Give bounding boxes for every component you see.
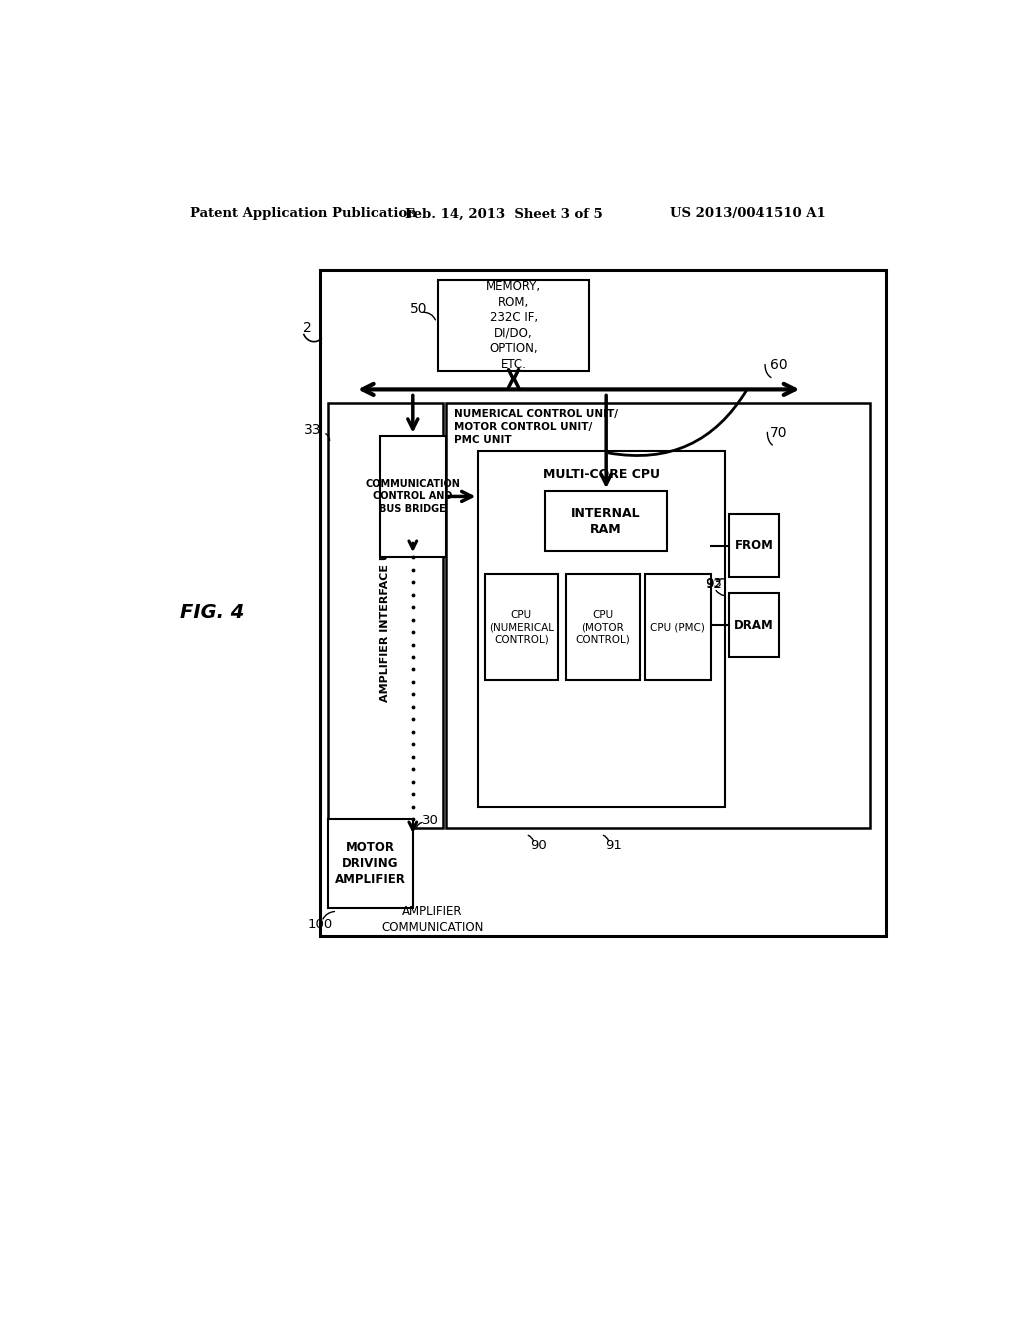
Text: COMMUNICATION
CONTROL AND
BUS BRIDGE: COMMUNICATION CONTROL AND BUS BRIDGE	[366, 479, 460, 513]
Text: 92: 92	[706, 578, 722, 591]
Text: 33: 33	[304, 424, 322, 437]
Text: AMPLIFIER
COMMUNICATION: AMPLIFIER COMMUNICATION	[381, 906, 483, 935]
Text: FROM: FROM	[734, 539, 773, 552]
Text: DRAM: DRAM	[734, 619, 774, 631]
Text: 50: 50	[410, 302, 427, 317]
Text: 30: 30	[422, 814, 438, 828]
Bar	[445, 404, 870, 829]
Text: 100: 100	[307, 917, 333, 931]
Bar	[328, 404, 442, 829]
Text: MOTOR
DRIVING
AMPLIFIER: MOTOR DRIVING AMPLIFIER	[335, 841, 406, 886]
Text: US 2013/0041510 A1: US 2013/0041510 A1	[671, 207, 826, 220]
Bar	[566, 574, 640, 681]
Text: NUMERICAL CONTROLLER: NUMERICAL CONTROLLER	[331, 517, 344, 688]
Bar	[729, 594, 779, 656]
Bar	[645, 574, 711, 681]
Bar	[478, 451, 725, 807]
Text: Feb. 14, 2013  Sheet 3 of 5: Feb. 14, 2013 Sheet 3 of 5	[406, 207, 603, 220]
Text: INTERNAL
RAM: INTERNAL RAM	[571, 507, 641, 536]
Text: NUMERICAL CONTROL UNIT/
MOTOR CONTROL UNIT/
PMC UNIT: NUMERICAL CONTROL UNIT/ MOTOR CONTROL UN…	[454, 409, 617, 445]
Bar	[328, 818, 414, 908]
Bar	[484, 574, 558, 681]
Text: Patent Application Publication: Patent Application Publication	[190, 207, 417, 220]
Bar	[438, 280, 589, 371]
Text: MEMORY,
ROM,
232C IF,
DI/DO,
OPTION,
ETC.: MEMORY, ROM, 232C IF, DI/DO, OPTION, ETC…	[486, 280, 541, 371]
Text: FIG. 4: FIG. 4	[179, 603, 244, 622]
Text: 60: 60	[770, 358, 787, 372]
Text: 2: 2	[303, 321, 312, 335]
Text: 91: 91	[605, 838, 623, 851]
Bar	[729, 513, 779, 577]
Bar	[380, 436, 445, 557]
Text: 93: 93	[706, 577, 722, 590]
Bar	[545, 491, 668, 552]
Text: 90: 90	[530, 838, 547, 851]
Text: 70: 70	[770, 425, 787, 440]
Text: CPU
(NUMERICAL
CONTROL): CPU (NUMERICAL CONTROL)	[488, 610, 554, 644]
Text: CPU
(MOTOR
CONTROL): CPU (MOTOR CONTROL)	[575, 610, 630, 644]
Text: MULTI-CORE CPU: MULTI-CORE CPU	[543, 469, 660, 480]
Text: AMPLIFIER INTERFACE UNIT: AMPLIFIER INTERFACE UNIT	[380, 529, 390, 702]
Bar	[321, 271, 886, 936]
Text: CPU (PMC): CPU (PMC)	[650, 622, 706, 632]
